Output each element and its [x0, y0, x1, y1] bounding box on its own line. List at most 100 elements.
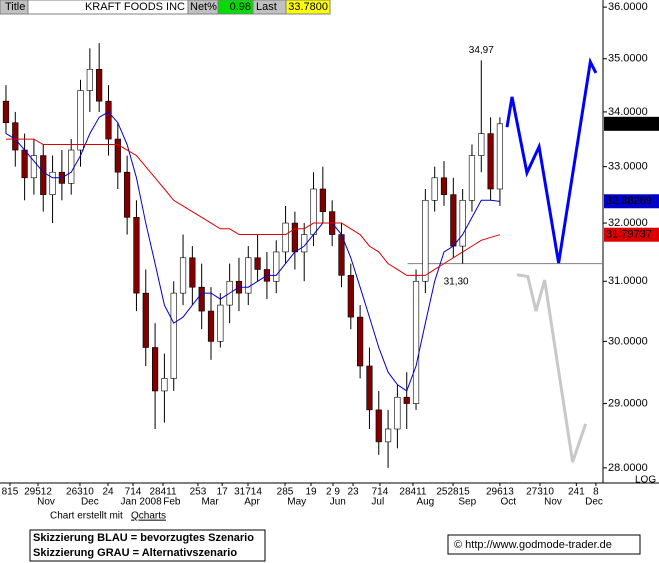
candle-body: [133, 217, 140, 294]
header-name: KRAFT FOODS INC: [85, 1, 185, 13]
month-label: Nov: [544, 497, 562, 508]
y-tick-label: 35.0000: [608, 53, 648, 65]
header-value: 33.7800: [288, 1, 328, 13]
scale-label: LOG: [635, 475, 656, 486]
credit: Chart erstellt mit: [50, 511, 123, 522]
y-tick-label: 28.0000: [608, 462, 648, 474]
month-label: Aug: [416, 497, 434, 508]
x-tick-label: 31714: [234, 487, 262, 498]
candle-body: [161, 378, 168, 392]
x-tick-label: 24: [102, 487, 114, 498]
header-label: Last: [256, 1, 277, 13]
y-tick-label: 30.0000: [608, 335, 648, 347]
candle-body: [496, 123, 504, 190]
x-tick-label: 26310: [66, 487, 94, 498]
candle-body: [40, 155, 47, 195]
candle-body: [142, 292, 149, 348]
candle-body: [347, 275, 354, 318]
legend-text: Skizzierung BLAU = bevorzugtes Szenario: [33, 532, 254, 544]
candle-body: [96, 68, 103, 102]
header-cell: [285, 0, 331, 15]
x-tick-label: 19: [305, 487, 317, 498]
x-tick-label: 28411: [399, 487, 427, 498]
month-label: Dec: [81, 497, 99, 508]
candle-body: [21, 149, 28, 179]
candle-body: [375, 409, 382, 443]
month-label: Oct: [501, 497, 517, 508]
candle-body: [49, 171, 56, 195]
candle-body: [189, 257, 196, 288]
price-label: 31.79737: [606, 229, 652, 241]
x-tick-label: 285: [277, 487, 294, 498]
candle-body: [273, 251, 280, 282]
y-tick-label: 29.0000: [608, 397, 648, 409]
x-tick-label: 29613: [486, 487, 514, 498]
price-label: 32.38269: [606, 195, 652, 207]
copyright[interactable]: © http://www.godmode-trader.de: [454, 539, 612, 551]
candle-body: [86, 68, 93, 91]
price-box: [604, 194, 659, 209]
candle-body: [384, 428, 392, 443]
candle-body: [319, 188, 326, 212]
moving-average: [5, 111, 500, 392]
candle-body: [77, 90, 84, 151]
candle-body: [217, 304, 224, 342]
candle-body: [291, 222, 298, 253]
candle-body: [151, 347, 159, 392]
candle-body: [431, 177, 438, 201]
price-box: [604, 227, 659, 242]
candle-body: [2, 100, 10, 124]
x-tick-label: 8: [593, 487, 599, 498]
candle-body: [459, 199, 466, 247]
x-tick-label: 23: [347, 487, 359, 498]
month-label: Jan 2008: [121, 497, 163, 508]
month-label: Sep: [458, 497, 476, 508]
candle-body: [422, 199, 429, 282]
scenario-line: [505, 57, 598, 264]
candle-body: [170, 292, 177, 379]
month-label: Feb: [163, 497, 181, 508]
candle-body: [179, 257, 187, 294]
legend-box: [29, 529, 266, 562]
header-label: Title: [5, 1, 25, 13]
candle-body: [282, 222, 289, 253]
y-tick-label: 31.0000: [608, 275, 648, 287]
y-tick-label: 34.0000: [608, 106, 648, 118]
x-tick-label: 29512: [24, 487, 52, 498]
candle-body: [357, 316, 364, 367]
month-label: Apr: [244, 497, 260, 508]
x-tick-label: 252815: [436, 487, 470, 498]
candle-body: [105, 100, 112, 140]
copyright-box: [447, 534, 641, 555]
candle-body: [440, 177, 448, 195]
moving-average: [5, 138, 501, 276]
y-tick-label: 33.0000: [608, 161, 648, 173]
month-label: Dec: [585, 497, 603, 508]
x-tick-label: 815: [2, 487, 19, 498]
month-label: Jul: [371, 497, 384, 508]
candle-body: [487, 133, 494, 190]
candle-body: [450, 194, 457, 247]
candle-body: [114, 138, 121, 173]
credit-link[interactable]: Qcharts: [131, 511, 166, 522]
candle-body: [478, 133, 485, 156]
month-label: Mar: [201, 497, 219, 508]
candle-body: [366, 365, 373, 411]
candle-body: [30, 155, 38, 179]
header-value: 0.98: [230, 1, 251, 13]
candle-body: [394, 396, 401, 430]
candle-body: [207, 310, 215, 342]
legend-text: Skizzierung GRAU = Alternativszenario: [33, 547, 237, 559]
candle-body: [310, 188, 317, 235]
candle-body: [124, 171, 131, 218]
candle-body: [198, 286, 205, 312]
x-tick-label: 714: [372, 487, 389, 498]
candle-body: [245, 257, 252, 294]
month-label: Nov: [37, 497, 55, 508]
candle-body: [468, 155, 476, 201]
header-label: Net%: [190, 1, 217, 13]
x-tick-label: 17: [217, 487, 229, 498]
candle-body: [68, 149, 75, 184]
price-label: 33.7800: [606, 118, 646, 130]
